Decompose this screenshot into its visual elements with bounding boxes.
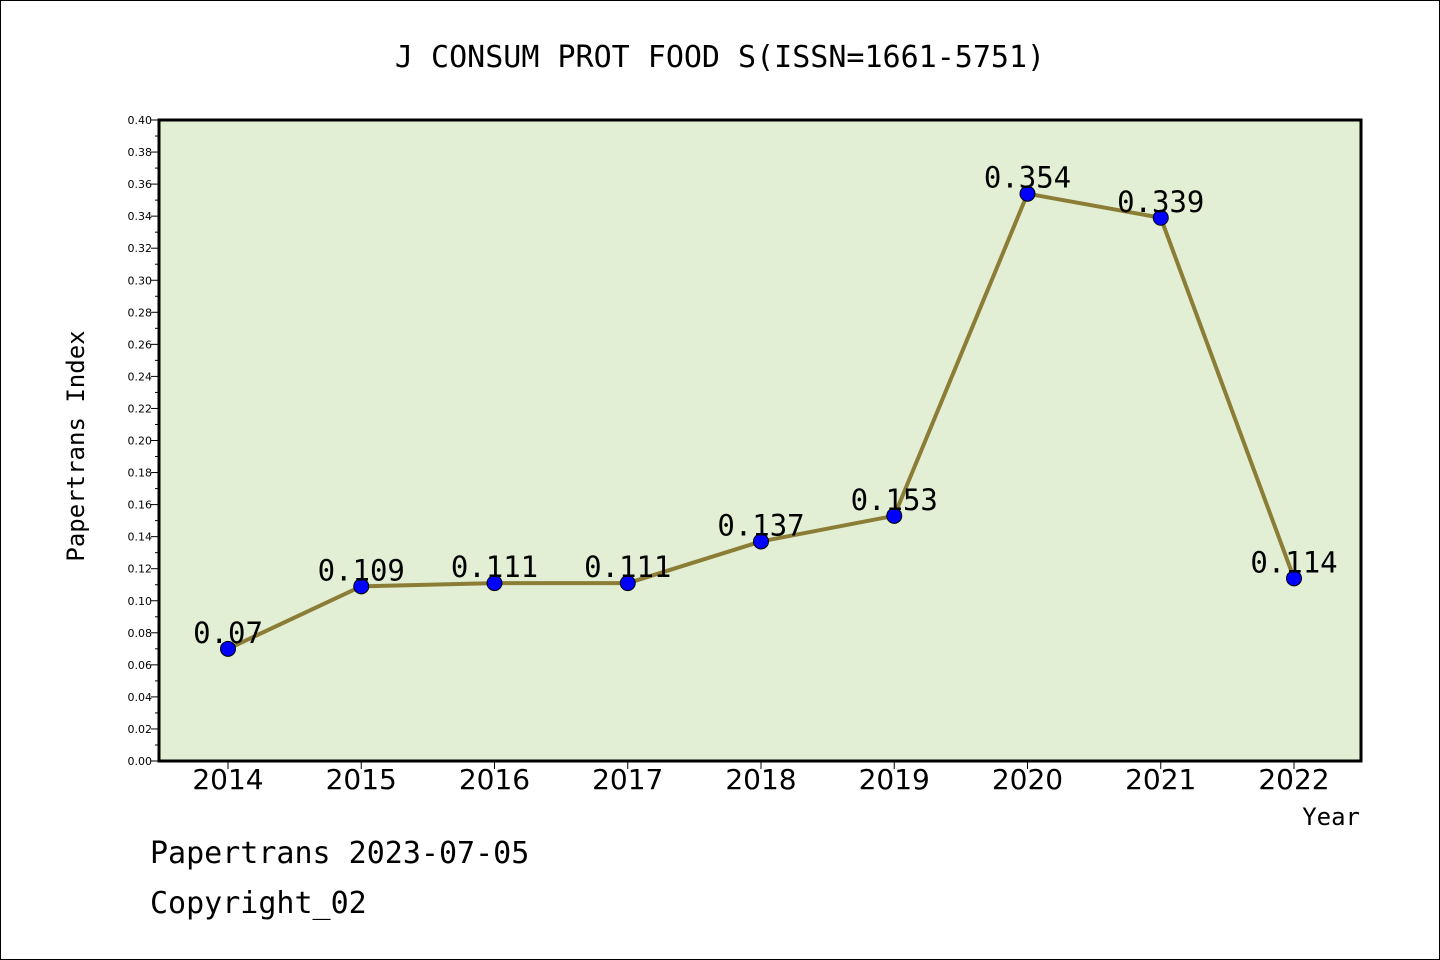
y-tick-label: 0.02	[128, 723, 153, 736]
y-tick-label: 0.22	[128, 402, 153, 415]
chart-title: J CONSUM PROT FOOD S(ISSN=1661-5751)	[395, 40, 1045, 75]
y-tick-label: 0.04	[128, 691, 153, 704]
y-tick-label: 0.18	[128, 467, 153, 480]
y-tick-label: 0.40	[128, 114, 153, 127]
footer-copyright: Copyright_02	[150, 886, 367, 921]
y-tick-label: 0.26	[128, 338, 153, 351]
x-tick-label: 2020	[992, 763, 1063, 796]
data-label: 0.339	[1117, 185, 1204, 219]
y-tick-label: 0.00	[128, 755, 153, 768]
data-label: 0.111	[451, 550, 538, 584]
data-label: 0.114	[1250, 545, 1337, 579]
data-label: 0.137	[717, 508, 804, 542]
x-tick-label: 2021	[1125, 763, 1196, 796]
y-tick-label: 0.14	[128, 531, 153, 544]
y-tick-label: 0.16	[128, 499, 153, 512]
x-axis-label: Year	[1302, 803, 1360, 831]
y-axis: 0.00 0.02 0.04 0.06 0.08 0.10 0.12 0.14 0.16 0.18…	[128, 114, 160, 768]
y-tick-label: 0.34	[128, 210, 153, 223]
y-tick-label: 0.24	[128, 370, 153, 383]
data-label: 0.07	[193, 616, 263, 650]
line-chart: J CONSUM PROT FOOD S(ISSN=1661-5751) 0.0…	[0, 0, 1440, 960]
y-tick-label: 0.20	[128, 435, 153, 448]
y-tick-label: 0.32	[128, 242, 153, 255]
y-tick-label: 0.06	[128, 659, 153, 672]
data-label: 0.109	[318, 553, 405, 587]
y-axis-label: Papertrans Index	[62, 330, 90, 561]
x-tick-label: 2017	[592, 763, 663, 796]
y-tick-label: 0.38	[128, 146, 153, 159]
x-tick-label: 2015	[326, 763, 397, 796]
y-tick-label: 0.12	[128, 563, 153, 576]
data-label: 0.153	[851, 483, 938, 517]
y-tick-label: 0.30	[128, 274, 153, 287]
data-label: 0.354	[984, 161, 1071, 195]
x-axis: 2014 2015 2016 2017 2018 2019 2020 2021 2022	[192, 761, 1329, 796]
x-tick-label: 2016	[459, 763, 530, 796]
y-tick-label: 0.10	[128, 595, 153, 608]
x-tick-label: 2022	[1258, 763, 1329, 796]
y-tick-label: 0.36	[128, 178, 153, 191]
x-tick-label: 2018	[725, 763, 796, 796]
x-tick-label: 2014	[192, 763, 263, 796]
x-tick-label: 2019	[859, 763, 930, 796]
data-label: 0.111	[584, 550, 671, 584]
footer-date: Papertrans 2023-07-05	[150, 836, 529, 871]
y-tick-label: 0.28	[128, 306, 153, 319]
y-tick-label: 0.08	[128, 627, 153, 640]
